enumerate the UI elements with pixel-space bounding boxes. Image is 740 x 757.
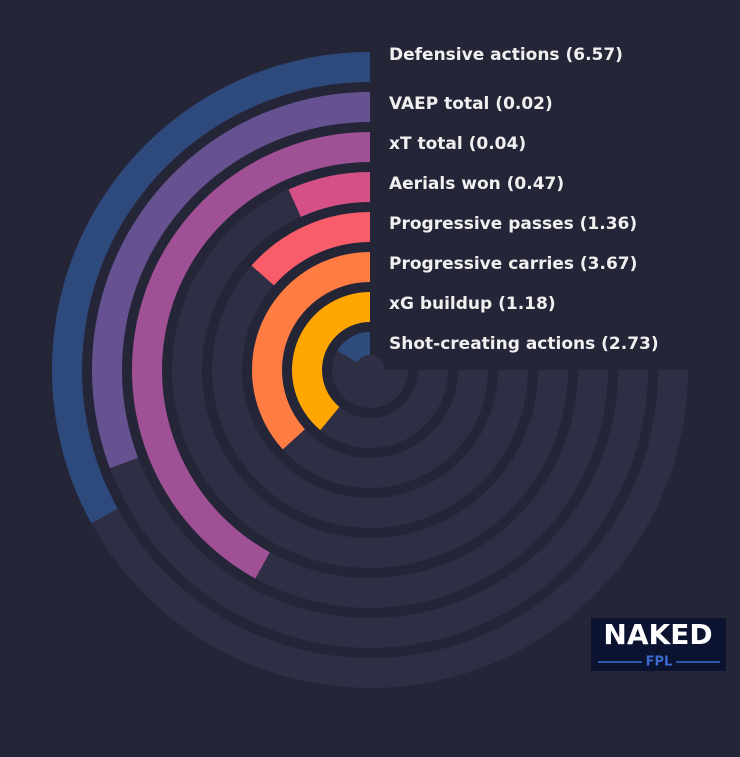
bar-label: xG buildup (1.18) <box>389 294 556 314</box>
labels: Defensive actions (6.57) VAEP total (0.02… <box>389 45 659 354</box>
bar-label: Progressive passes (1.36) <box>389 214 637 234</box>
bar <box>337 332 370 363</box>
bar-label: Shot-creating actions (2.73) <box>389 334 659 354</box>
logo: NAKED FPL <box>591 618 726 671</box>
bar <box>91 92 370 469</box>
rings <box>52 52 688 688</box>
bar-label: xT total (0.04) <box>389 134 526 154</box>
bar-label: Progressive carries (3.67) <box>389 254 637 274</box>
bar <box>288 172 370 217</box>
bar <box>252 252 370 450</box>
bar <box>251 212 370 286</box>
logo-title: NAKED <box>603 618 712 651</box>
bar-label: Aerials won (0.47) <box>389 174 564 194</box>
logo-subtitle: FPL <box>646 655 673 670</box>
bar <box>292 292 370 431</box>
bar-label: VAEP total (0.02) <box>389 94 553 114</box>
bar <box>132 132 370 579</box>
bar <box>52 52 370 524</box>
bar-label: Defensive actions (6.57) <box>389 45 623 65</box>
center-dot <box>355 355 385 385</box>
